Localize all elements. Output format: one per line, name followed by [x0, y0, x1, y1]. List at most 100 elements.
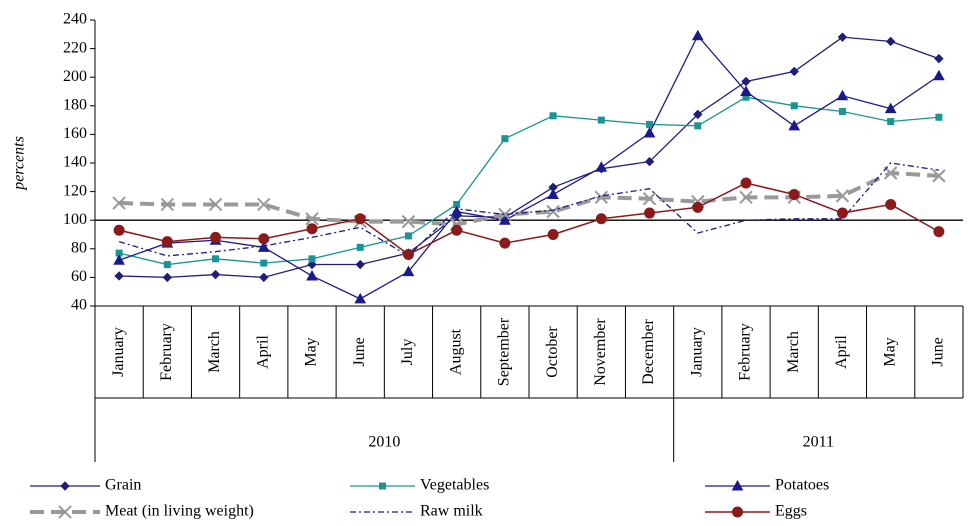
x-tick-label: December — [640, 318, 657, 384]
legend-label: Eggs — [775, 503, 807, 520]
x-tick-label: April — [833, 335, 850, 369]
marker — [933, 226, 945, 238]
x-tick-label: January — [110, 327, 127, 377]
series-line — [118, 34, 940, 300]
marker — [642, 192, 657, 206]
marker — [260, 259, 268, 267]
marker — [58, 505, 72, 519]
x-tick-label: May — [881, 337, 898, 366]
series-line — [119, 36, 940, 279]
marker — [499, 214, 511, 225]
marker — [113, 254, 125, 265]
marker — [379, 482, 386, 490]
marker — [212, 255, 220, 263]
marker — [789, 66, 799, 77]
marker — [643, 126, 656, 138]
marker — [160, 197, 175, 212]
marker — [740, 85, 752, 96]
marker — [837, 32, 848, 42]
marker — [305, 212, 319, 226]
marker — [597, 116, 605, 124]
marker — [60, 481, 70, 491]
marker — [354, 292, 367, 304]
marker — [163, 261, 171, 269]
x-tick-label: January — [688, 327, 705, 377]
marker — [885, 36, 896, 47]
marker — [883, 166, 898, 180]
y-tick-label: 40 — [71, 297, 87, 314]
group-label: 2010 — [368, 434, 400, 451]
marker — [835, 189, 850, 203]
marker — [740, 177, 752, 189]
marker — [788, 119, 801, 131]
y-axis-label: percents — [11, 136, 28, 191]
marker — [836, 207, 848, 219]
marker — [258, 233, 270, 245]
marker — [306, 223, 318, 235]
legend-label: Meat (in living weight) — [105, 503, 254, 520]
marker — [402, 265, 415, 277]
marker — [451, 224, 463, 236]
marker — [691, 29, 704, 41]
x-tick-label: July — [399, 339, 416, 366]
marker — [594, 190, 609, 205]
marker — [549, 112, 557, 120]
x-tick-label: August — [447, 328, 464, 375]
legend-label: Raw milk — [420, 503, 483, 520]
marker — [499, 237, 511, 249]
marker — [932, 169, 946, 183]
marker — [836, 89, 849, 101]
x-tick-label: June — [930, 337, 947, 366]
marker — [307, 259, 317, 270]
marker — [692, 201, 704, 213]
y-tick-label: 200 — [63, 68, 87, 85]
series-line — [118, 162, 939, 257]
marker — [404, 232, 412, 240]
x-tick-label: March — [785, 331, 802, 373]
y-tick-label: 60 — [71, 268, 87, 285]
marker — [162, 272, 173, 283]
marker — [934, 53, 944, 64]
marker — [356, 243, 364, 251]
marker — [646, 120, 654, 128]
y-tick-label: 100 — [63, 211, 87, 228]
marker — [885, 198, 897, 210]
marker — [401, 214, 416, 229]
marker — [595, 161, 608, 172]
y-tick-label: 220 — [63, 39, 87, 56]
marker — [788, 188, 800, 200]
marker — [547, 229, 559, 240]
y-tick-label: 80 — [71, 239, 87, 256]
marker — [790, 102, 798, 110]
marker — [501, 135, 509, 143]
marker — [161, 236, 173, 248]
x-tick-label: May — [303, 337, 320, 366]
marker — [113, 224, 125, 236]
y-tick-label: 120 — [63, 182, 87, 199]
y-tick-label: 140 — [63, 154, 87, 171]
marker — [644, 207, 656, 219]
group-label: 2011 — [803, 434, 834, 451]
marker — [838, 108, 846, 116]
marker — [402, 249, 414, 261]
legend-label: Grain — [105, 477, 141, 494]
marker — [731, 479, 744, 491]
marker — [355, 259, 365, 270]
x-tick-label: February — [737, 323, 754, 381]
marker — [887, 118, 895, 126]
marker — [210, 231, 222, 243]
x-tick-label: November — [592, 318, 609, 386]
series-line — [119, 170, 940, 227]
x-tick-label: October — [544, 326, 561, 378]
legend-label: Potatoes — [775, 477, 829, 494]
marker — [546, 204, 560, 219]
marker — [498, 207, 512, 222]
marker — [644, 156, 655, 167]
x-tick-label: February — [158, 323, 175, 381]
x-tick-label: April — [254, 335, 271, 369]
y-tick-label: 160 — [63, 125, 87, 142]
marker — [595, 213, 607, 225]
series-line — [118, 96, 939, 266]
legend-label: Vegetables — [420, 477, 489, 494]
